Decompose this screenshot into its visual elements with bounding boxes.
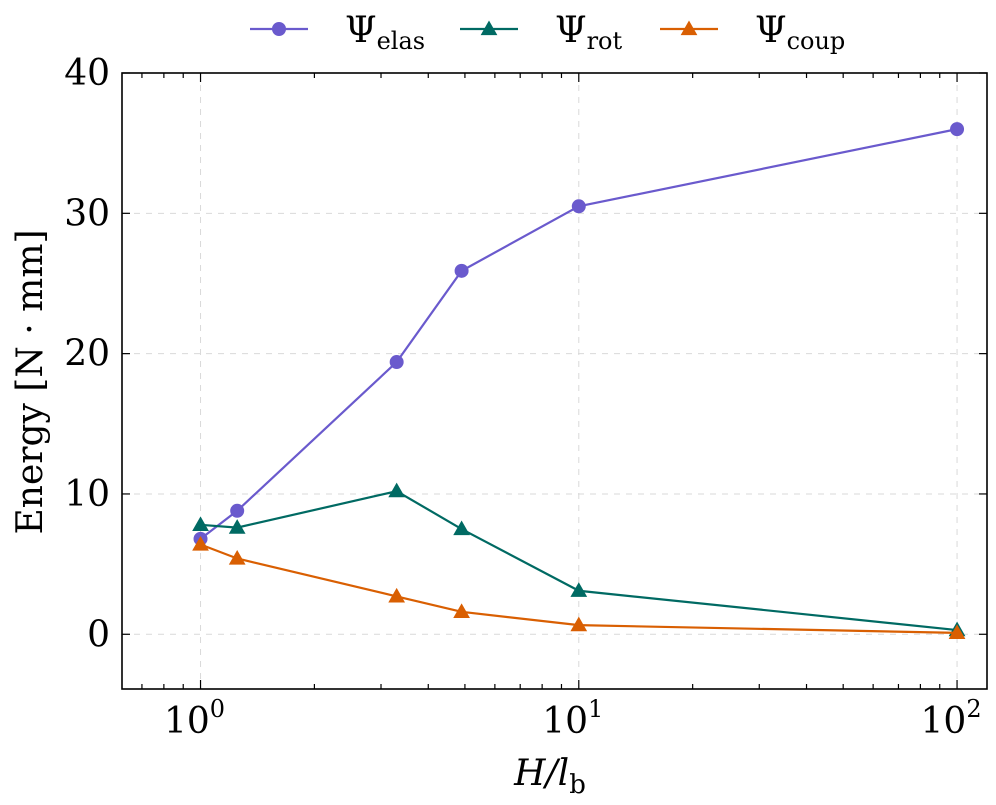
x-tick-label-1: 101 xyxy=(542,695,603,742)
point-coup-1 xyxy=(228,549,246,565)
point-rot-1 xyxy=(228,519,246,534)
legend: Ψelas Ψrot Ψcoup xyxy=(250,10,845,55)
point-rot-3 xyxy=(453,520,470,536)
legend-item-elas: Ψelas xyxy=(250,10,425,55)
y-tick-label-4: 40 xyxy=(64,53,110,94)
point-coup-0 xyxy=(192,535,209,551)
legend-marker-elas xyxy=(272,22,286,36)
point-coup-2 xyxy=(388,587,406,603)
point-coup-3 xyxy=(453,603,470,618)
series-coup xyxy=(192,535,966,639)
legend-item-coup: Ψcoup xyxy=(660,10,845,55)
series-rot xyxy=(192,482,966,637)
point-elas-5 xyxy=(950,122,965,137)
point-elas-2 xyxy=(389,355,404,370)
legend-label-coup: Ψcoup xyxy=(755,10,845,55)
ticks: 0 10 20 30 40 100 101 102 xyxy=(64,53,987,742)
y-axis-label: Energy [N · mm] xyxy=(10,230,51,535)
y-tick-label-3: 30 xyxy=(64,193,110,234)
point-rot-2 xyxy=(388,482,406,498)
series-line-elas xyxy=(199,128,958,540)
x-axis-label: H/lb xyxy=(513,753,586,800)
series-layer xyxy=(192,122,966,639)
point-rot-4 xyxy=(570,582,588,597)
series-line-rot xyxy=(200,489,958,632)
point-elas-4 xyxy=(571,199,586,214)
point-elas-3 xyxy=(454,263,469,278)
point-rot-0 xyxy=(192,516,209,531)
series-elas xyxy=(193,122,965,546)
x-tick-label-2: 102 xyxy=(921,695,982,742)
x-tick-label-0: 100 xyxy=(164,695,225,742)
legend-item-rot: Ψrot xyxy=(460,10,623,55)
point-elas-1 xyxy=(230,503,245,518)
y-tick-label-0: 0 xyxy=(87,614,110,655)
grid xyxy=(122,72,987,689)
y-tick-label-2: 20 xyxy=(64,334,110,375)
legend-label-rot: Ψrot xyxy=(555,10,623,55)
y-tick-label-1: 10 xyxy=(64,474,110,515)
legend-marker-coup xyxy=(680,20,698,36)
point-coup-4 xyxy=(570,616,588,632)
legend-label-elas: Ψelas xyxy=(345,10,425,55)
legend-marker-rot xyxy=(480,20,498,36)
point-coup-5 xyxy=(948,624,966,639)
series-line-coup xyxy=(200,543,958,634)
plot-frame xyxy=(121,72,988,690)
